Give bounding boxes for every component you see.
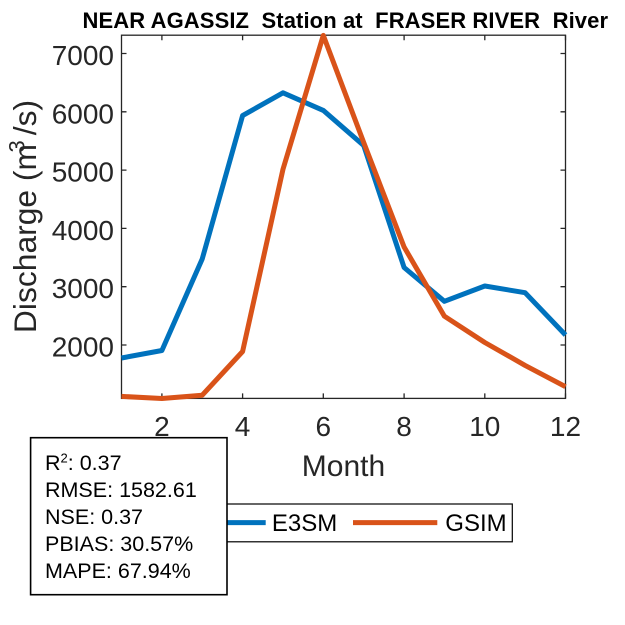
svg-text:6000: 6000 [52, 98, 114, 129]
svg-text:NSE: 0.37: NSE: 0.37 [45, 505, 143, 529]
svg-text:6: 6 [316, 411, 332, 442]
svg-text:RMSE: 1582.61: RMSE: 1582.61 [45, 478, 197, 502]
svg-text:2000: 2000 [52, 332, 114, 363]
svg-text:E3SM: E3SM [272, 510, 337, 537]
svg-text:2: 2 [154, 411, 170, 442]
svg-text:12: 12 [550, 411, 581, 442]
svg-text:4000: 4000 [52, 215, 114, 246]
svg-text:5000: 5000 [52, 157, 114, 188]
svg-text:7000: 7000 [52, 40, 114, 71]
svg-text:3000: 3000 [52, 273, 114, 304]
svg-text:PBIAS: 30.57%: PBIAS: 30.57% [45, 532, 193, 556]
svg-text:Month: Month [302, 450, 385, 483]
svg-text:NEAR AGASSIZ Station at FRAS: NEAR AGASSIZ Station at FRASER RIVER Riv… [82, 8, 608, 33]
svg-text:10: 10 [469, 411, 500, 442]
svg-text:R2: 0.37: R2: 0.37 [45, 450, 122, 475]
svg-text:GSIM: GSIM [445, 510, 506, 537]
svg-text:MAPE: 67.94%: MAPE: 67.94% [45, 559, 191, 583]
svg-text:8: 8 [396, 411, 412, 442]
svg-text:Discharge (m3/s): Discharge (m3/s) [5, 100, 43, 333]
svg-text:4: 4 [235, 411, 251, 442]
